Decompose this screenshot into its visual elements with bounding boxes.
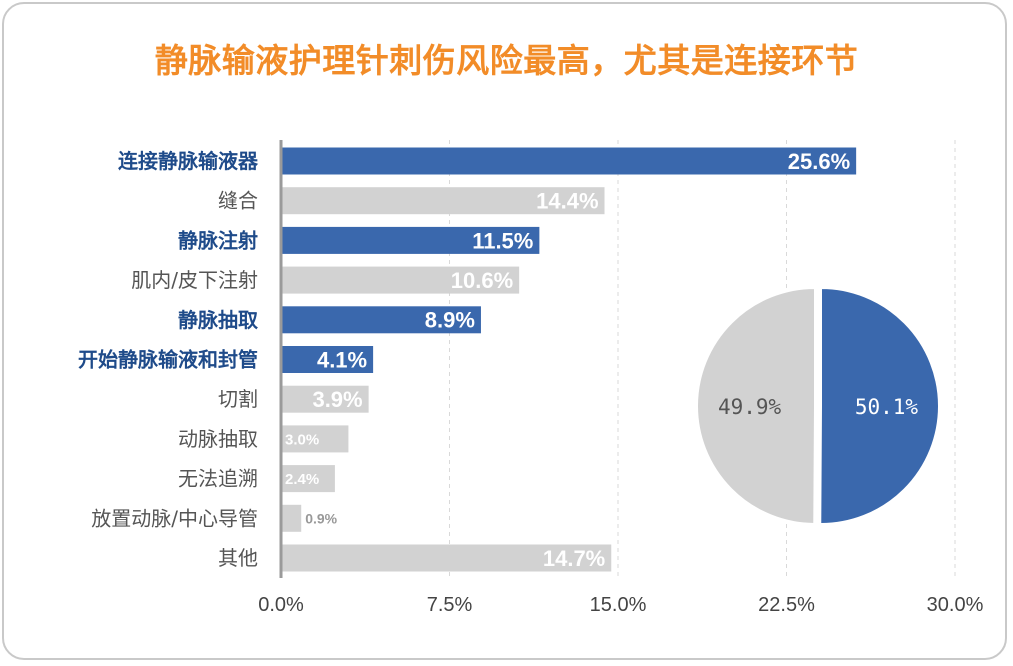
data-label: 0.9% — [305, 510, 337, 526]
bar — [281, 465, 335, 493]
data-label: 3.9% — [312, 387, 362, 412]
category-label: 缝合 — [218, 189, 258, 213]
bar-series: 连接静脉输液器 25.6% 缝合 14.4% 静脉注射 11.5% 肌内/皮下注射 10.6%… — [78, 147, 857, 572]
category-label: 放置动脉/中心导管 — [91, 506, 258, 530]
x-tick-label: 15.0% — [590, 594, 647, 616]
x-axis: 0.0% 7.5% 15.0% 22.5% 30.0% — [258, 140, 984, 616]
bar — [281, 266, 520, 294]
bar — [281, 147, 857, 175]
x-tick-label: 0.0% — [258, 594, 304, 616]
category-label: 动脉抽取 — [178, 427, 258, 451]
category-label: 静脉注射 — [178, 228, 258, 252]
x-tick-label: 30.0% — [927, 594, 984, 616]
bar — [281, 504, 302, 532]
data-label: 3.0% — [285, 431, 319, 448]
pie-slice — [819, 287, 940, 526]
bar — [281, 346, 374, 373]
bar — [281, 544, 612, 572]
data-label: 8.9% — [425, 308, 475, 333]
pie-label: 50.1% — [855, 395, 919, 419]
category-label: 开始静脉输液和封管 — [78, 348, 258, 372]
category-label: 切割 — [218, 387, 258, 411]
chart-title: 静脉输液护理针刺伤风险最高，尤其是连接环节 — [154, 41, 859, 80]
data-label: 14.7% — [543, 546, 605, 571]
x-tick-label: 7.5% — [427, 594, 473, 616]
bar — [281, 226, 540, 254]
category-label: 其他 — [218, 546, 258, 570]
category-label: 无法追溯 — [178, 467, 258, 491]
bar — [281, 306, 481, 334]
x-tick-label: 22.5% — [758, 594, 815, 616]
pie-label: 49.9% — [718, 395, 782, 419]
data-label: 14.4% — [536, 189, 598, 214]
bar — [281, 425, 349, 453]
pie-chart: 50.1% 49.9% — [696, 286, 940, 526]
category-label: 静脉抽取 — [178, 308, 258, 332]
bar — [281, 187, 605, 215]
pie-slice — [696, 286, 816, 525]
data-label: 25.6% — [788, 149, 850, 174]
data-label: 10.6% — [451, 268, 513, 293]
data-label: 2.4% — [285, 471, 319, 488]
category-label: 肌内/皮下注射 — [131, 268, 258, 292]
bar — [281, 385, 369, 413]
category-label: 连接静脉输液器 — [118, 149, 259, 173]
data-label: 11.5% — [472, 228, 533, 253]
data-label: 4.1% — [317, 347, 367, 372]
